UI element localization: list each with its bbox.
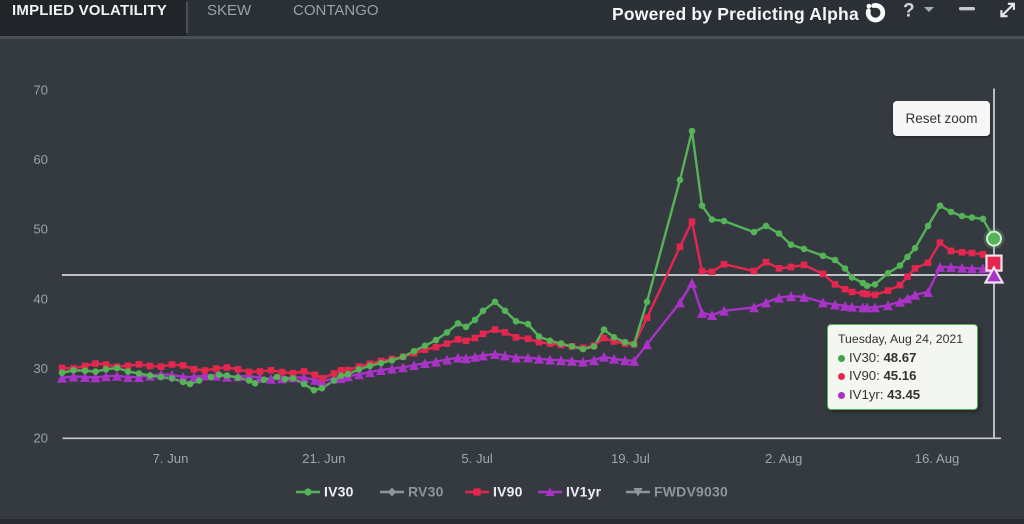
- svg-text:21. Jun: 21. Jun: [302, 451, 345, 466]
- svg-text:40: 40: [33, 291, 48, 306]
- svg-text:20: 20: [33, 431, 48, 446]
- svg-text:7. Jun: 7. Jun: [153, 451, 189, 466]
- svg-text:RV30: RV30: [408, 484, 444, 500]
- svg-text:IV1yr: IV1yr: [566, 484, 602, 500]
- svg-text:?: ?: [903, 1, 915, 22]
- svg-text:2. Aug: 2. Aug: [765, 451, 802, 466]
- svg-text:19. Jul: 19. Jul: [611, 451, 650, 466]
- svg-text:60: 60: [33, 152, 48, 167]
- svg-text:IV90: IV90: [493, 484, 523, 500]
- svg-text:30: 30: [33, 361, 48, 376]
- svg-text:FWDV9030: FWDV9030: [654, 484, 728, 500]
- svg-text:50: 50: [33, 222, 48, 237]
- svg-text:5. Jul: 5. Jul: [461, 451, 493, 466]
- svg-text:70: 70: [33, 82, 48, 97]
- svg-text:IV30: IV30: [324, 484, 354, 500]
- svg-text:16. Aug: 16. Aug: [915, 451, 960, 466]
